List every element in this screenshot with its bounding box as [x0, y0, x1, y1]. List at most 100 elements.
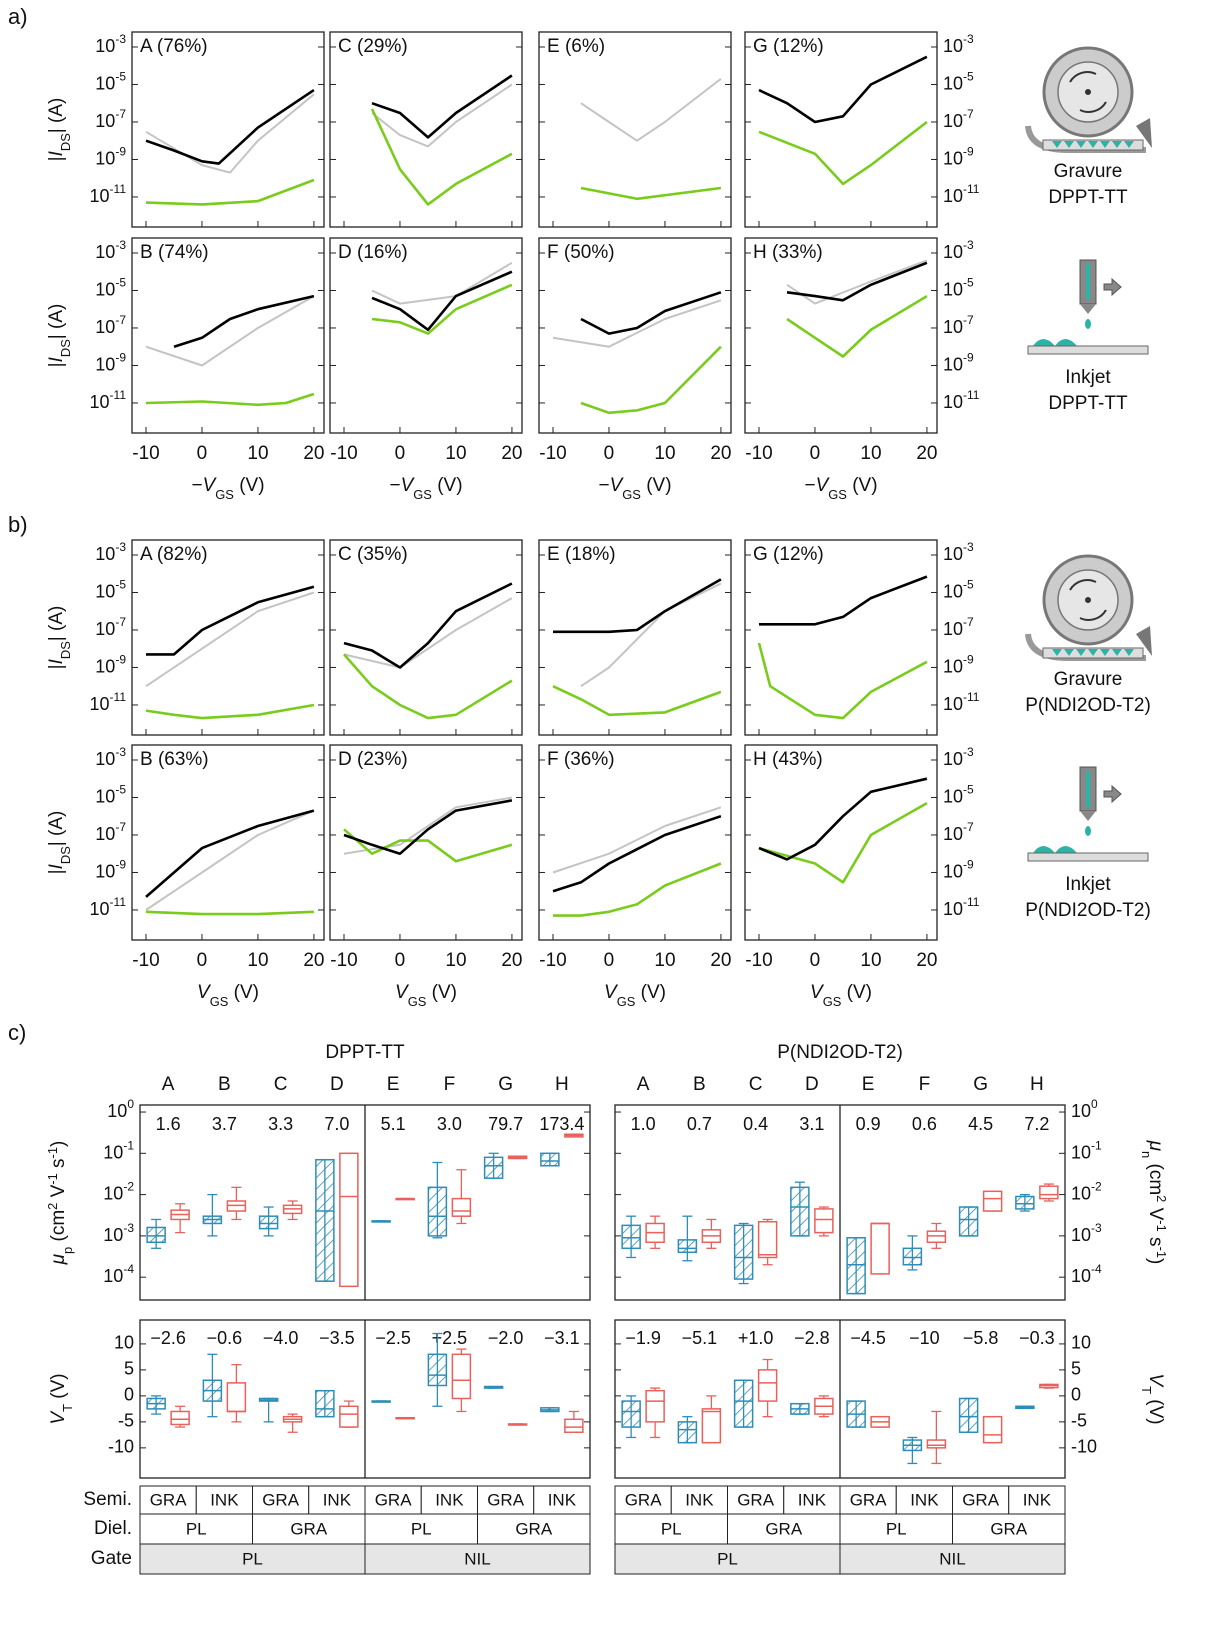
table-text: INK: [1023, 1490, 1052, 1509]
letter: D: [330, 1074, 344, 1095]
panel-title: B (74%): [140, 242, 209, 263]
box: [170, 1410, 190, 1426]
gray-curve: [343, 796, 513, 855]
tick-label: 10-3: [95, 540, 126, 564]
tick-exp: -2: [123, 1180, 134, 1194]
letter: D: [805, 1074, 819, 1095]
tick-exp: -1: [123, 1138, 134, 1152]
tick-exp: -9: [115, 653, 126, 667]
tick-label: 10-3: [943, 540, 974, 564]
table-cell: [477, 1485, 535, 1515]
panel-frame: [744, 744, 938, 941]
green-curve: [371, 283, 513, 335]
tick-label: 10-3: [95, 238, 126, 262]
label-part: GS: [408, 994, 427, 1009]
x-tick-label: -10: [745, 950, 772, 971]
label-part: GS: [215, 487, 234, 502]
method-label: Gravure: [1054, 161, 1123, 182]
tick-base: 10: [943, 544, 963, 564]
tick-label: 10-7: [943, 820, 974, 844]
panel-title: E (18%): [547, 544, 616, 565]
tick-base: 10: [95, 317, 115, 337]
table-text: GRA: [850, 1490, 888, 1509]
x-tick-label: 10: [247, 950, 268, 971]
box: [427, 1353, 448, 1387]
tick-exp: -7: [963, 313, 974, 327]
method-label: Inkjet: [1065, 874, 1111, 895]
letter: A: [162, 1074, 175, 1095]
box: [790, 1186, 810, 1237]
tick-exp: -5: [115, 578, 126, 592]
label-part: p: [60, 1247, 75, 1254]
tick-exp: -7: [115, 820, 126, 834]
tick-label: 10-1: [1071, 1138, 1102, 1162]
box: [1015, 1195, 1035, 1210]
tick-exp: -11: [963, 388, 980, 402]
green-curve: [758, 801, 928, 884]
tick-exp: -11: [110, 388, 127, 402]
table-text: PL: [886, 1519, 907, 1538]
x-tick-label: 20: [303, 443, 324, 464]
tick-label: 10-5: [943, 783, 974, 807]
x-tick-label: 0: [197, 443, 208, 464]
box: [982, 1415, 1003, 1444]
green-curve: [145, 178, 315, 206]
section-label: b): [8, 512, 28, 537]
x-tick-label: 0: [395, 950, 406, 971]
x-tick-label: -10: [330, 443, 357, 464]
tick-base: 10: [943, 73, 963, 93]
tick-label: 5: [1071, 1359, 1081, 1379]
panel-frame: [131, 237, 325, 434]
table-text: GRA: [737, 1490, 775, 1509]
group-title: DPPT-TT: [325, 1042, 405, 1063]
green-curve: [758, 120, 928, 186]
label-part: -1: [1155, 1247, 1170, 1258]
label-part: | (A): [46, 606, 67, 642]
black-curve: [343, 799, 513, 855]
table-text: GRA: [515, 1519, 553, 1538]
label-part: V: [1145, 1373, 1166, 1388]
label-part: I: [46, 150, 67, 156]
box: [258, 1215, 279, 1230]
tick-base: 10: [943, 317, 963, 337]
label-part: | (A): [46, 811, 67, 847]
letter: C: [749, 1074, 763, 1095]
tick-base: 10: [90, 899, 110, 919]
label-part: GS: [617, 994, 636, 1009]
mobility-value: 173.4: [539, 1114, 584, 1134]
vt-value: −2.5: [375, 1328, 411, 1348]
black-curve: [758, 55, 928, 124]
panel-title: G (12%): [753, 544, 824, 565]
green-curve: [552, 685, 722, 717]
table-cell: [420, 1485, 478, 1515]
label-part: (V): [641, 475, 672, 496]
label-part: −: [804, 475, 815, 496]
table-cell: [895, 1485, 953, 1515]
table-cell: [727, 1485, 785, 1515]
label-part: DS: [58, 641, 73, 659]
label-part: −: [389, 475, 400, 496]
label-part: −: [191, 475, 202, 496]
green-curve: [145, 703, 315, 720]
tick-base: 10: [943, 148, 963, 168]
tick-exp: -5: [963, 276, 974, 290]
black-curve: [145, 89, 315, 165]
table-cell: [670, 1485, 728, 1515]
x-tick-label: -10: [132, 443, 159, 464]
material-label: P(NDI2OD-T2): [1025, 900, 1151, 921]
mobility-value: 1.6: [156, 1114, 181, 1134]
label-part: |: [46, 664, 67, 669]
ink-channel: [1086, 771, 1090, 807]
table-text: INK: [210, 1490, 239, 1509]
box: [1039, 1185, 1059, 1200]
black-curve: [146, 585, 315, 656]
tick-label: 10-9: [943, 351, 974, 375]
tick-label: -5: [1071, 1411, 1087, 1431]
label-part: μ: [1145, 1140, 1166, 1152]
box: [451, 1197, 472, 1217]
table-text: PL: [242, 1549, 263, 1568]
box: [621, 1224, 641, 1250]
box: [733, 1379, 754, 1428]
green-curve: [786, 294, 928, 358]
tick-exp: -11: [963, 182, 980, 196]
